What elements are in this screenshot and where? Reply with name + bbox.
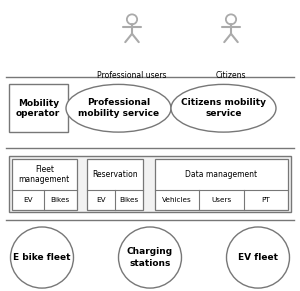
Circle shape — [11, 227, 74, 288]
Text: Citizens mobility
service: Citizens mobility service — [181, 98, 266, 118]
Bar — [12, 159, 76, 210]
Ellipse shape — [66, 84, 171, 132]
Bar — [9, 156, 291, 212]
Text: Bikes: Bikes — [119, 197, 138, 203]
Text: Professional
mobility service: Professional mobility service — [78, 98, 159, 118]
Text: Users: Users — [211, 197, 231, 203]
Text: EV: EV — [23, 197, 33, 203]
Text: Citizens: Citizens — [216, 71, 246, 80]
Text: PT: PT — [261, 197, 270, 203]
Text: Bikes: Bikes — [51, 197, 70, 203]
Bar — [154, 159, 288, 210]
Text: EV: EV — [96, 197, 106, 203]
Text: E bike fleet: E bike fleet — [13, 253, 71, 262]
Text: Data management: Data management — [185, 170, 257, 179]
Text: Mobility
operator: Mobility operator — [16, 99, 60, 118]
Circle shape — [226, 227, 290, 288]
Text: Fleet
management: Fleet management — [19, 165, 70, 184]
Text: EV fleet: EV fleet — [238, 253, 278, 262]
Circle shape — [127, 14, 137, 24]
Circle shape — [118, 227, 182, 288]
Circle shape — [226, 14, 236, 24]
Text: Vehicles: Vehicles — [162, 197, 192, 203]
Text: Charging
stations: Charging stations — [127, 247, 173, 268]
Text: Reservation: Reservation — [92, 170, 138, 179]
Bar — [87, 159, 142, 210]
Ellipse shape — [171, 84, 276, 132]
Bar — [9, 84, 68, 132]
Text: Professional users: Professional users — [97, 71, 167, 80]
